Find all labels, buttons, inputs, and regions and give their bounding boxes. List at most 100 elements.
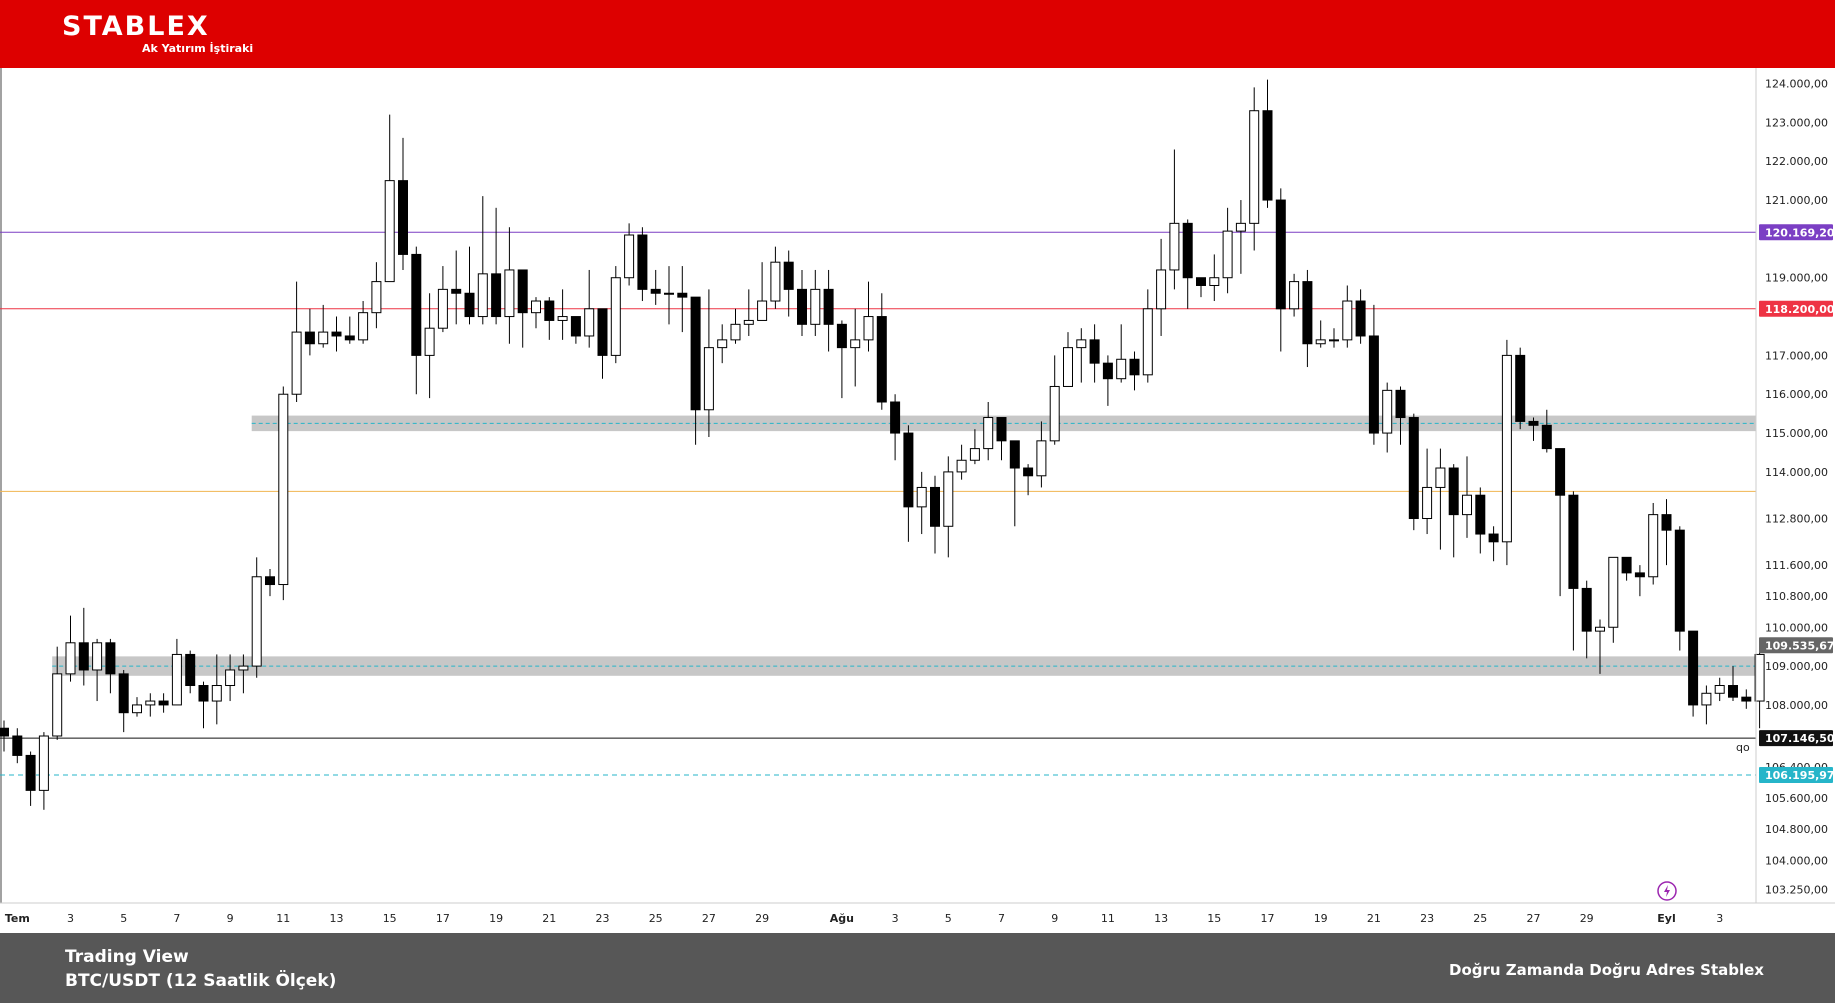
- candle-down[interactable]: [650, 288, 661, 294]
- candle-down[interactable]: [1275, 199, 1286, 310]
- candle-down[interactable]: [1355, 300, 1366, 337]
- candle-down[interactable]: [105, 642, 116, 675]
- candle-up[interactable]: [531, 300, 541, 314]
- candle-down[interactable]: [1568, 494, 1579, 589]
- candle-down[interactable]: [1448, 467, 1459, 516]
- candle-up[interactable]: [983, 417, 994, 450]
- candle-down[interactable]: [451, 288, 462, 294]
- candle-up[interactable]: [38, 735, 49, 791]
- candle-up[interactable]: [863, 316, 874, 341]
- candle-up[interactable]: [1142, 308, 1153, 376]
- candle-up[interactable]: [65, 642, 76, 675]
- candle-up[interactable]: [238, 665, 249, 671]
- candle-up[interactable]: [371, 281, 382, 314]
- candle-down[interactable]: [1741, 696, 1752, 702]
- candle-up[interactable]: [132, 704, 142, 714]
- candlestick-chart[interactable]: 124.000,00 123.000,00 122.000,00 121.000,00…: [0, 68, 1835, 933]
- candle-up[interactable]: [1754, 653, 1765, 702]
- candle-up[interactable]: [1076, 339, 1087, 349]
- candle-down[interactable]: [1488, 533, 1499, 543]
- candle-up[interactable]: [291, 331, 302, 395]
- candle-up[interactable]: [730, 323, 741, 341]
- candle-up[interactable]: [703, 347, 714, 411]
- candle-up[interactable]: [92, 642, 103, 671]
- candle-down[interactable]: [797, 288, 807, 325]
- candle-down[interactable]: [1408, 417, 1419, 520]
- candle-down[interactable]: [1368, 335, 1379, 434]
- candle-up[interactable]: [145, 700, 156, 706]
- candle-down[interactable]: [185, 653, 196, 687]
- candle-up[interactable]: [943, 471, 954, 527]
- candle-up[interactable]: [1648, 514, 1659, 578]
- candle-up[interactable]: [1315, 339, 1326, 345]
- candle-down[interactable]: [637, 234, 648, 290]
- candle-up[interactable]: [1222, 230, 1233, 279]
- candle-up[interactable]: [1701, 692, 1712, 706]
- candle-down[interactable]: [1661, 514, 1672, 531]
- candle-down[interactable]: [544, 300, 555, 321]
- candle-up[interactable]: [956, 459, 967, 473]
- candle-up[interactable]: [504, 269, 515, 318]
- candle-up[interactable]: [743, 319, 754, 325]
- candle-up[interactable]: [437, 288, 448, 329]
- candle-up[interactable]: [1595, 626, 1605, 632]
- candle-down[interactable]: [517, 269, 528, 314]
- candle-up[interactable]: [1235, 222, 1246, 232]
- candle-down[interactable]: [677, 292, 688, 298]
- candle-up[interactable]: [1382, 389, 1393, 434]
- candle-up[interactable]: [916, 486, 927, 508]
- candle-down[interactable]: [1009, 440, 1020, 469]
- candle-down[interactable]: [876, 316, 887, 403]
- candle-up[interactable]: [1289, 281, 1300, 310]
- candle-up[interactable]: [1209, 277, 1220, 286]
- candle-down[interactable]: [331, 331, 342, 337]
- candle-down[interactable]: [12, 735, 23, 756]
- candle-up[interactable]: [1156, 269, 1167, 310]
- candle-down[interactable]: [1528, 420, 1539, 426]
- candle-up[interactable]: [624, 234, 635, 279]
- candle-up[interactable]: [52, 673, 63, 737]
- candle-down[interactable]: [411, 253, 422, 356]
- candle-up[interactable]: [664, 292, 674, 295]
- candle-up[interactable]: [171, 653, 182, 706]
- candle-down[interactable]: [1089, 339, 1100, 364]
- candle-up[interactable]: [1435, 467, 1446, 488]
- plot-area[interactable]: [0, 68, 1756, 903]
- candle-down[interactable]: [491, 273, 502, 318]
- candle-down[interactable]: [1515, 354, 1526, 422]
- candle-down[interactable]: [1129, 358, 1140, 376]
- candle-down[interactable]: [890, 401, 901, 434]
- candle-down[interactable]: [1621, 556, 1632, 574]
- candle-up[interactable]: [1329, 339, 1339, 342]
- candle-down[interactable]: [783, 261, 794, 290]
- candle-up[interactable]: [717, 339, 728, 349]
- candle-up[interactable]: [211, 685, 222, 702]
- candle-up[interactable]: [969, 448, 980, 461]
- candle-down[interactable]: [118, 673, 129, 714]
- candle-down[interactable]: [570, 316, 581, 337]
- candle-down[interactable]: [903, 432, 914, 508]
- candle-down[interactable]: [1541, 424, 1552, 450]
- candle-up[interactable]: [424, 327, 435, 356]
- candle-up[interactable]: [1249, 110, 1260, 224]
- candle-up[interactable]: [1608, 556, 1619, 628]
- candle-down[interactable]: [0, 727, 9, 737]
- candle-down[interactable]: [398, 180, 408, 255]
- candle-down[interactable]: [344, 335, 355, 341]
- candle-down[interactable]: [1581, 587, 1592, 632]
- candle-up[interactable]: [278, 393, 289, 586]
- candle-down[interactable]: [1395, 389, 1406, 419]
- candle-up[interactable]: [318, 331, 329, 345]
- candle-down[interactable]: [25, 754, 36, 791]
- candle-down[interactable]: [1182, 222, 1193, 279]
- candle-down[interactable]: [158, 700, 169, 706]
- candle-down[interactable]: [1262, 110, 1273, 201]
- candle-up[interactable]: [770, 261, 781, 302]
- candle-up[interactable]: [1049, 385, 1060, 442]
- candle-up[interactable]: [1342, 300, 1353, 341]
- candle-up[interactable]: [1169, 222, 1180, 271]
- candle-up[interactable]: [251, 576, 262, 667]
- candle-down[interactable]: [1302, 281, 1313, 345]
- candle-up[interactable]: [1036, 440, 1047, 477]
- candle-down[interactable]: [1555, 448, 1566, 496]
